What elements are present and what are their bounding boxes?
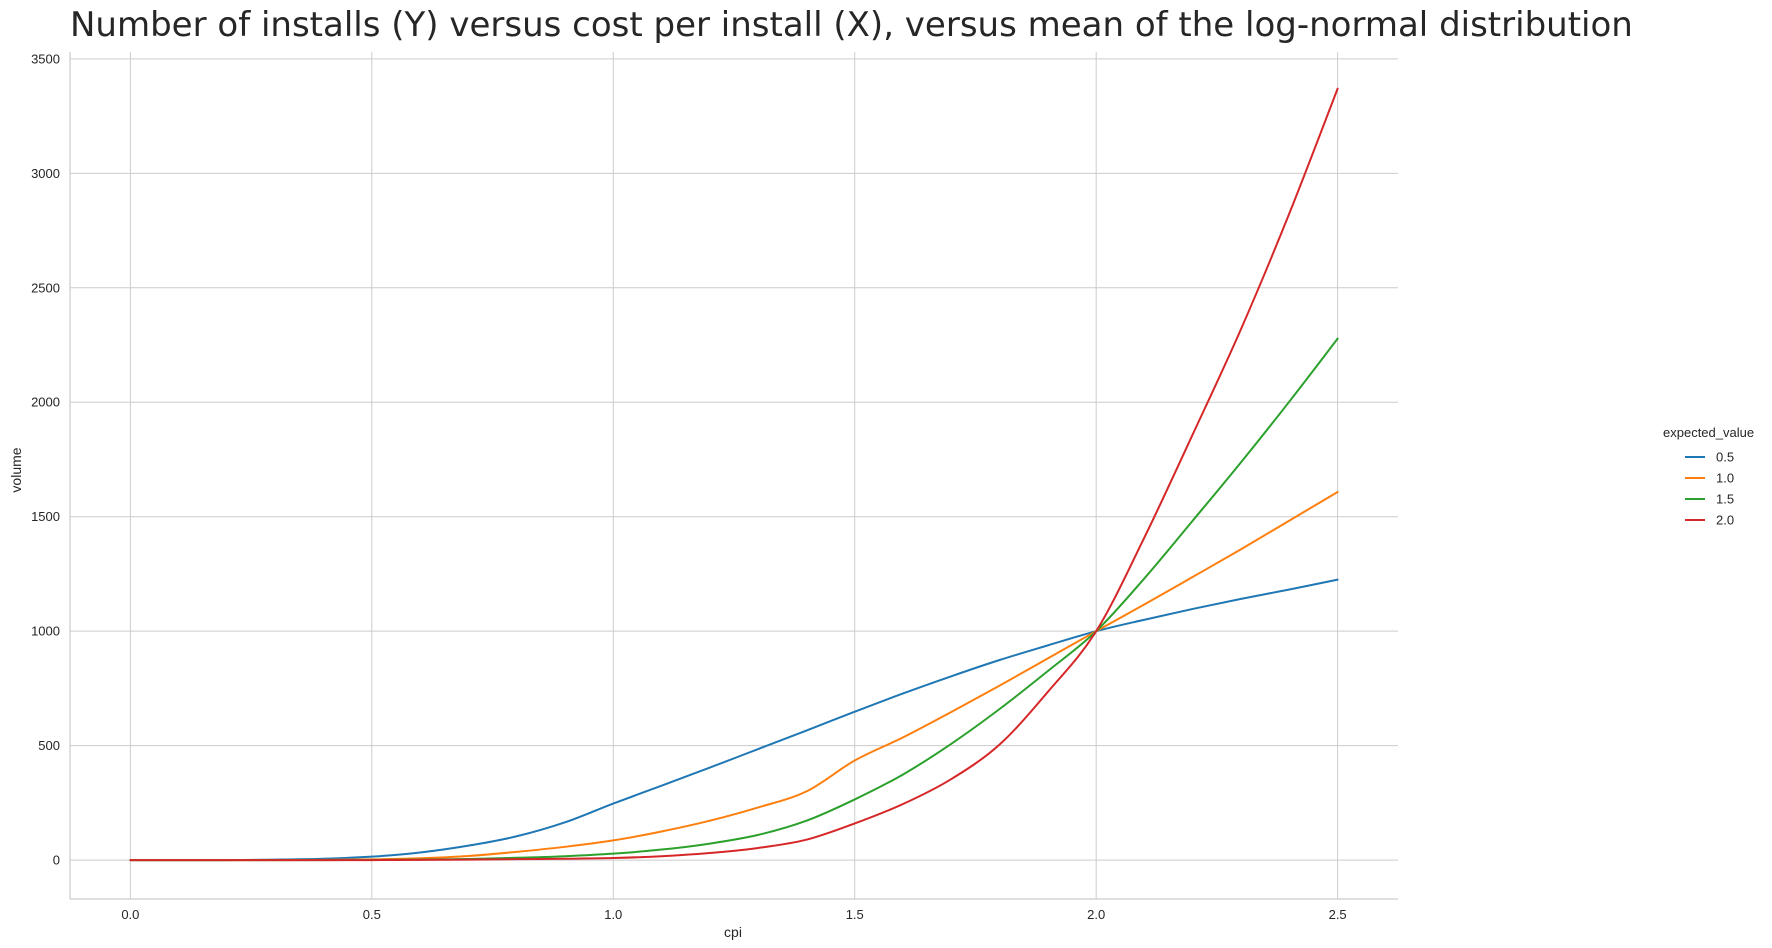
x-tick-label: 1.5 bbox=[846, 907, 864, 922]
y-tick-label: 2500 bbox=[31, 280, 60, 295]
y-tick-label: 2000 bbox=[31, 395, 60, 410]
series-line-2-0 bbox=[129, 87, 1339, 862]
series-line-0-5 bbox=[129, 578, 1339, 862]
y-tick-label: 1000 bbox=[31, 624, 60, 639]
y-tick-label: 0 bbox=[53, 853, 60, 868]
series-line-1-0 bbox=[129, 490, 1339, 862]
legend: expected_value 0.5 1.0 1.5 2.0 bbox=[1663, 425, 1754, 528]
grid bbox=[70, 52, 1398, 899]
x-axis-label: cpi bbox=[724, 924, 742, 940]
legend-title: expected_value bbox=[1663, 425, 1754, 440]
y-tick-label: 3000 bbox=[31, 166, 60, 181]
x-tick-label: 0.5 bbox=[363, 907, 381, 922]
legend-label: 0.5 bbox=[1716, 450, 1734, 465]
x-axis-ticks: 0.0 0.5 1.0 1.5 2.0 2.5 bbox=[121, 907, 1346, 922]
y-tick-label: 1500 bbox=[31, 509, 60, 524]
legend-label: 2.0 bbox=[1716, 513, 1734, 528]
x-tick-label: 2.0 bbox=[1087, 907, 1105, 922]
x-tick-label: 0.0 bbox=[121, 907, 139, 922]
x-tick-label: 1.0 bbox=[604, 907, 622, 922]
legend-items: 0.5 1.0 1.5 2.0 bbox=[1685, 450, 1734, 528]
y-axis-ticks: 0 500 1000 1500 2000 2500 3000 3500 bbox=[31, 51, 60, 867]
legend-label: 1.5 bbox=[1716, 492, 1734, 507]
legend-label: 1.0 bbox=[1716, 471, 1734, 486]
x-tick-label: 2.5 bbox=[1329, 907, 1347, 922]
chart-title: Number of installs (Y) versus cost per i… bbox=[70, 5, 1633, 45]
y-axis-label: volume bbox=[8, 447, 24, 492]
series-lines bbox=[129, 87, 1339, 862]
axes-spines bbox=[69, 52, 1398, 900]
y-tick-label: 3500 bbox=[31, 51, 60, 66]
series-line-1-5 bbox=[129, 337, 1339, 862]
y-tick-label: 500 bbox=[38, 738, 60, 753]
